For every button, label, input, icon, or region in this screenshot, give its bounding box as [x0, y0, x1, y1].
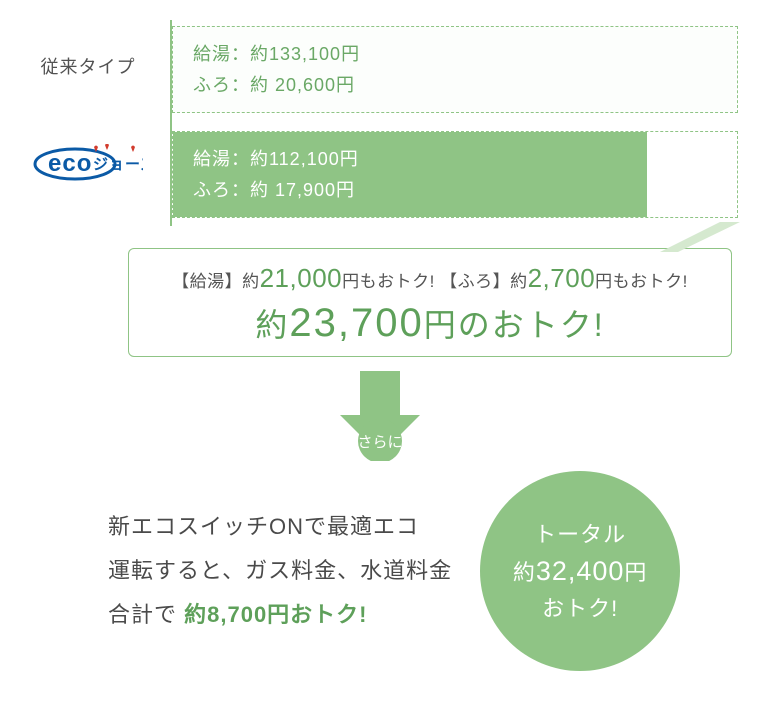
furo-prefix: 【ふろ】約: [435, 272, 528, 291]
callout-total: 約23,700円のおトク!: [139, 300, 721, 346]
circle-line1: トータル: [534, 518, 626, 551]
circle-line2-suf: 円: [624, 560, 647, 585]
circle-line3: おトク!: [542, 592, 618, 625]
circle-line2: 約32,400円: [513, 551, 648, 592]
arrow-further: さらに: [12, 371, 748, 461]
callout-breakdown: 【給湯】約21,000円もおトク! 【ふろ】約2,700円もおトク!: [139, 263, 721, 294]
kyutou-num: 21,000: [260, 263, 343, 293]
bottom-description: 新エコスイッチONで最適エコ 運転すると、ガス料金、水道料金 合計で 約8,70…: [108, 505, 452, 637]
conventional-furo: ふろ：約 20,600円: [193, 70, 717, 101]
bottom-line3: 合計で 約8,700円おトク!: [108, 593, 452, 637]
svg-text:eco: eco: [48, 150, 92, 177]
conventional-label: 従来タイプ: [14, 26, 162, 106]
callout-pointer: [170, 226, 748, 248]
bottom-line1: 新エコスイッチONで最適エコ: [108, 505, 452, 549]
total-num: 23,700: [289, 301, 423, 345]
circle-line2-num: 32,400: [536, 556, 625, 586]
bottom-row: 新エコスイッチONで最適エコ 運転すると、ガス料金、水道料金 合計で 約8,70…: [12, 471, 748, 671]
row-conventional: 従来タイプ 給湯：約133,100円 ふろ：約 20,600円: [172, 26, 748, 113]
total-suffix: 円のおトク!: [424, 307, 605, 343]
furo-num: 2,700: [528, 263, 596, 293]
total-prefix: 約: [255, 307, 289, 343]
row-eco: eco ジョーズ 給湯：約112,100円 ふろ：約 17,900円: [172, 131, 748, 218]
eco-jaws-logo-icon: eco ジョーズ: [33, 144, 143, 184]
savings-callout: 【給湯】約21,000円もおトク! 【ふろ】約2,700円もおトク! 約23,7…: [128, 248, 732, 357]
eco-furo: ふろ：約 17,900円: [193, 175, 627, 206]
eco-label: eco ジョーズ: [14, 124, 162, 204]
total-savings-badge: トータル 約32,400円 おトク!: [480, 471, 680, 671]
furo-suffix: 円もおトク!: [595, 272, 688, 291]
eco-kyutou: 給湯：約112,100円: [193, 144, 627, 175]
svg-text:ジョーズ: ジョーズ: [93, 155, 143, 173]
bottom-line2: 運転すると、ガス料金、水道料金: [108, 549, 452, 593]
bar-conventional: 給湯：約133,100円 ふろ：約 20,600円: [172, 26, 738, 113]
bottom-line3-pre: 合計で: [108, 602, 184, 627]
bar-eco-fill: 給湯：約112,100円 ふろ：約 17,900円: [173, 132, 647, 217]
kyutou-prefix: 【給湯】約: [172, 272, 260, 291]
arrow-label: さらに: [357, 434, 402, 451]
conventional-kyutou: 給湯：約133,100円: [193, 39, 717, 70]
circle-line2-pre: 約: [513, 560, 536, 585]
bottom-line3-highlight: 約8,700円おトク!: [184, 602, 367, 627]
kyutou-suffix: 円もおトク!: [342, 272, 435, 291]
bar-eco-outline: 給湯：約112,100円 ふろ：約 17,900円: [172, 131, 738, 218]
comparison-chart: 従来タイプ 給湯：約133,100円 ふろ：約 20,600円 eco ジョーズ…: [170, 20, 748, 226]
